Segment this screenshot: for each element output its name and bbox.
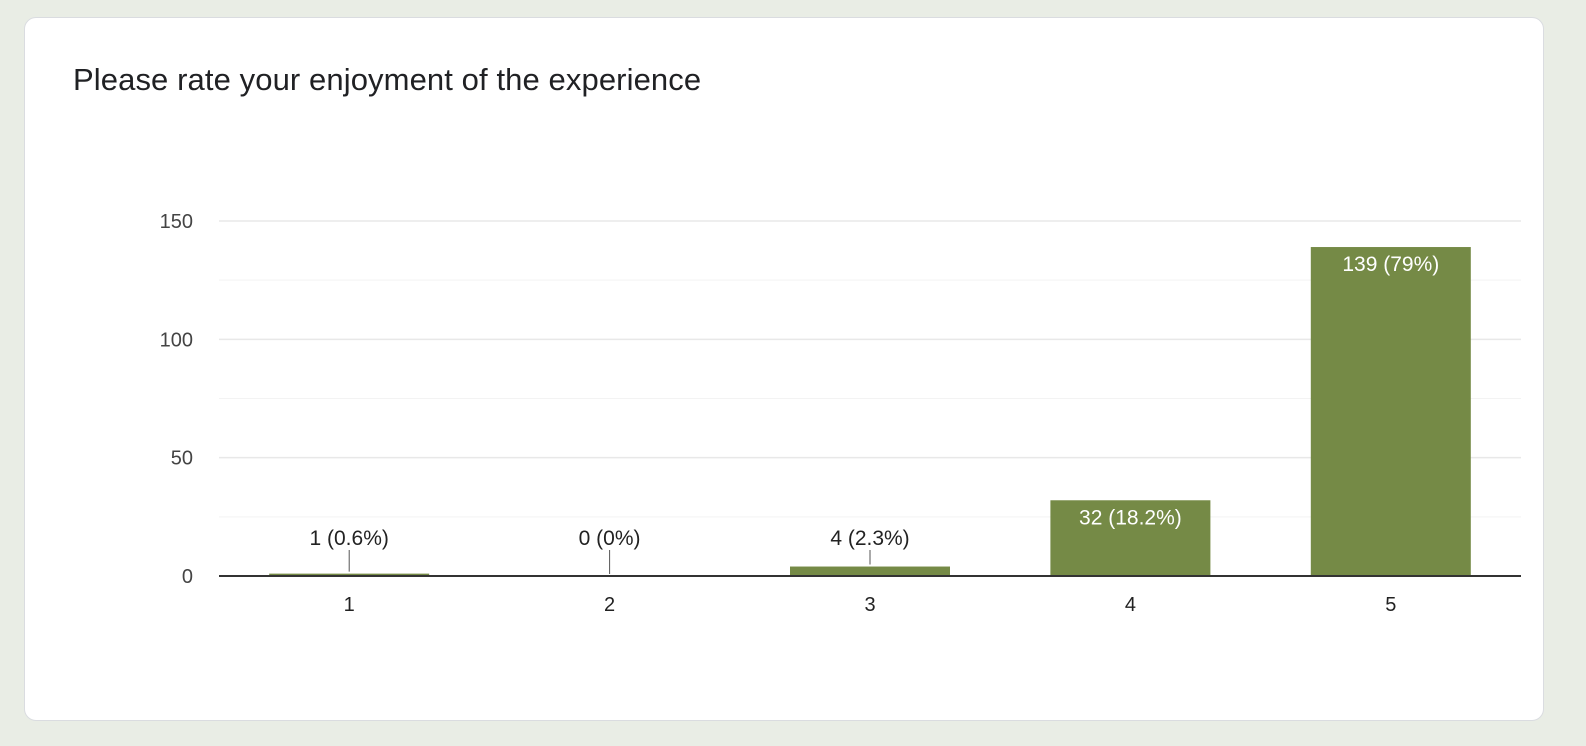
- data-label: 1 (0.6%): [310, 527, 389, 550]
- bar[interactable]: [269, 573, 430, 576]
- data-label: 4 (2.3%): [830, 527, 909, 550]
- data-label: 32 (18.2%): [1079, 506, 1182, 529]
- x-tick-label: 2: [604, 594, 615, 616]
- data-label: 0 (0%): [579, 527, 641, 550]
- chart-card: Please rate your enjoyment of the experi…: [24, 17, 1544, 721]
- x-tick-label: 3: [864, 594, 875, 616]
- bar[interactable]: [1050, 500, 1211, 576]
- bar[interactable]: [1310, 247, 1471, 577]
- bar[interactable]: [790, 566, 950, 576]
- x-tick-label: 4: [1125, 594, 1136, 616]
- chart-title: Please rate your enjoyment of the experi…: [73, 62, 702, 97]
- x-tick-label: 1: [344, 594, 355, 616]
- y-tick-label: 0: [182, 566, 193, 588]
- y-tick-label: 150: [160, 211, 193, 233]
- y-tick-label: 100: [160, 329, 193, 351]
- data-label: 139 (79%): [1342, 253, 1439, 276]
- y-tick-label: 50: [171, 448, 193, 470]
- bar-chart: 0 50 100 150 1 (0.6%) 1 0 (0%) 2 4 (2.3%) 3 32 (18…: [160, 211, 1521, 616]
- x-tick-label: 5: [1385, 594, 1396, 616]
